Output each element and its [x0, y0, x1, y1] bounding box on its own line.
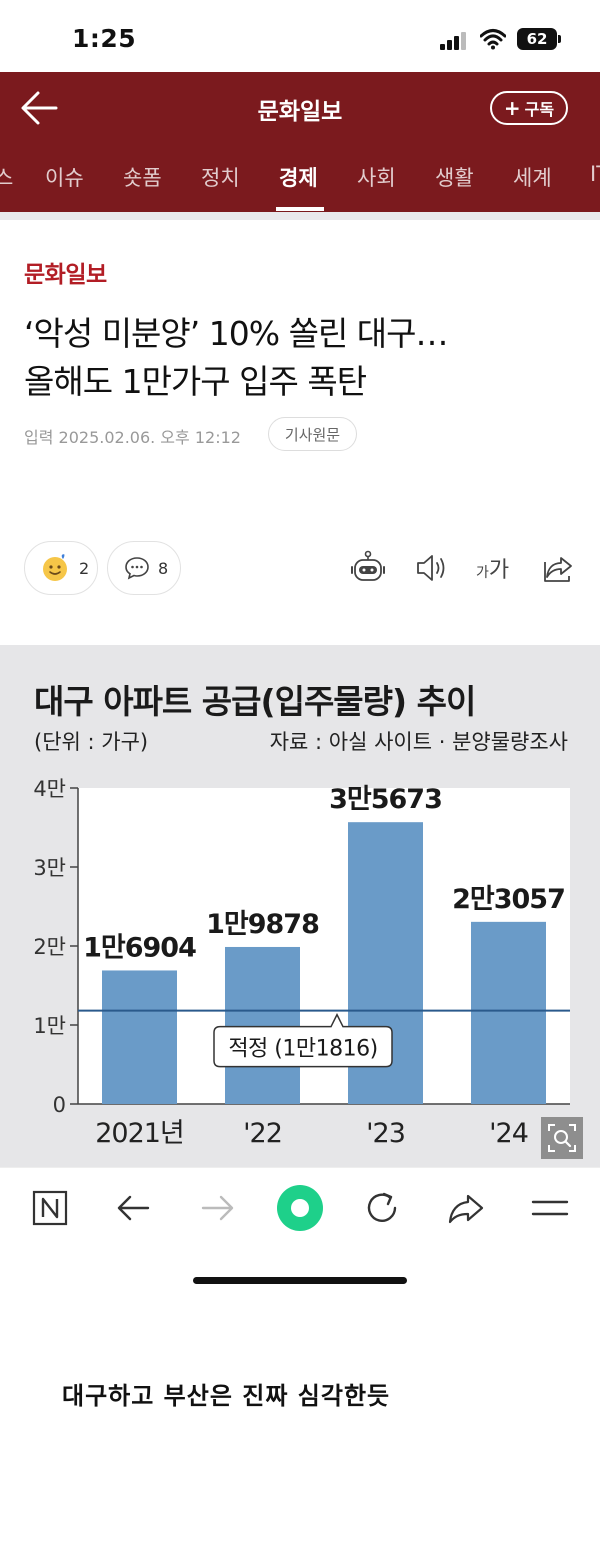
tab-issue[interactable]: 이슈 — [45, 166, 84, 190]
menu-icon[interactable] — [530, 1186, 570, 1230]
share-arrow-icon[interactable] — [446, 1186, 486, 1230]
comment-button[interactable]: 8 — [107, 541, 181, 595]
plus-icon: + — [503, 96, 521, 120]
reaction-count: 2 — [79, 558, 90, 578]
reference-label: 적정 (1만1816) — [228, 1037, 377, 1062]
bar-value-label: 3만5673 — [329, 784, 442, 815]
tab-society[interactable]: 사회 — [357, 166, 396, 190]
ai-bot-icon[interactable] — [350, 550, 386, 586]
divider — [0, 212, 600, 220]
forward-icon[interactable] — [197, 1186, 237, 1230]
active-tab-indicator — [276, 207, 324, 211]
share-icon[interactable] — [541, 550, 577, 586]
speaker-icon[interactable] — [413, 550, 449, 586]
reference-callout — [213, 1012, 393, 1068]
tab-partial[interactable]: 스 — [0, 166, 14, 190]
bar — [225, 946, 300, 1104]
y-tick-label: 2만 — [33, 935, 66, 959]
x-tick-label: '23 — [366, 1118, 405, 1149]
font-size-large: 가 — [488, 558, 510, 583]
tab-politics[interactable]: 정치 — [201, 166, 240, 190]
green-dot-icon[interactable] — [276, 1184, 324, 1232]
battery-indicator: 62 — [517, 28, 557, 50]
status-time: 1:25 — [72, 24, 137, 53]
wifi-icon — [480, 29, 506, 50]
naver-home-icon[interactable] — [30, 1186, 70, 1230]
y-tick-label: 1만 — [33, 1014, 66, 1038]
y-tick-label: 4만 — [33, 777, 66, 801]
cellular-signal-icon — [440, 32, 466, 50]
headline-line: 올해도 1만가구 입주 폭탄 — [24, 362, 367, 401]
chart-title: 대구 아파트 공급(입주물량) 추이 — [34, 682, 476, 721]
home-indicator — [193, 1277, 407, 1284]
font-size-button[interactable]: 가가 — [476, 552, 509, 584]
y-tick-label: 0 — [53, 1093, 66, 1117]
subscribe-button[interactable]: + 구독 — [490, 91, 568, 125]
chart-source: 자료 : 아실 사이트 · 분양물량조사 — [269, 730, 568, 754]
status-bar — [0, 0, 600, 72]
smile-emoji-icon — [43, 554, 67, 581]
article-timestamp: 입력 2025.02.06. 오후 12:12 — [24, 428, 241, 447]
comment-icon — [125, 557, 149, 580]
headline-line: ‘악성 미분양’ 10% 쏠린 대구… — [24, 314, 449, 353]
back-icon[interactable] — [114, 1186, 154, 1230]
tab-world[interactable]: 세계 — [513, 166, 552, 190]
x-tick-label: '22 — [243, 1118, 282, 1149]
bar-value-label: 1만9878 — [206, 909, 319, 940]
x-tick-label: '24 — [489, 1118, 528, 1149]
y-tick-label: 3만 — [33, 856, 66, 880]
x-tick-label: 2021년 — [95, 1118, 184, 1149]
font-size-small: 가 — [476, 565, 489, 581]
comment-count: 8 — [158, 558, 169, 578]
tab-life[interactable]: 생활 — [435, 166, 474, 190]
battery-nub — [558, 35, 561, 43]
publisher-name[interactable]: 문화일보 — [24, 262, 107, 288]
tab-it[interactable]: IT — [590, 162, 600, 186]
bar — [471, 921, 546, 1104]
reaction-button[interactable]: 2 — [24, 541, 98, 595]
original-article-button[interactable]: 기사원문 — [268, 417, 357, 451]
article-headline: ‘악성 미분양’ 10% 쏠린 대구… 올해도 1만가구 입주 폭탄 — [24, 310, 584, 406]
bar-value-label: 2만3057 — [452, 884, 565, 915]
refresh-icon[interactable] — [362, 1186, 402, 1230]
tab-shortform[interactable]: 숏폼 — [123, 166, 162, 190]
chart-unit: (단위 : 가구) — [34, 730, 149, 754]
subscribe-label: 구독 — [524, 100, 555, 119]
zoom-icon[interactable] — [541, 1117, 583, 1159]
tab-economy[interactable]: 경제 — [279, 166, 318, 190]
arrow-left-icon[interactable] — [20, 90, 58, 126]
category-tabs: 스 이슈 숏폼 정치 경제 사회 생활 세계 IT — [0, 144, 600, 212]
bar-chart: 적정 (1만1816) 0 1만 2만 3만 4만 1만6904 2021년 1만9878 '2… — [33, 777, 570, 1149]
user-caption: 대구하고 부산은 진짜 심각한듯 — [62, 1382, 391, 1410]
bar-value-label: 1만6904 — [83, 932, 196, 963]
app-header: 문화일보 + 구독 — [0, 72, 600, 144]
bar — [102, 970, 177, 1104]
